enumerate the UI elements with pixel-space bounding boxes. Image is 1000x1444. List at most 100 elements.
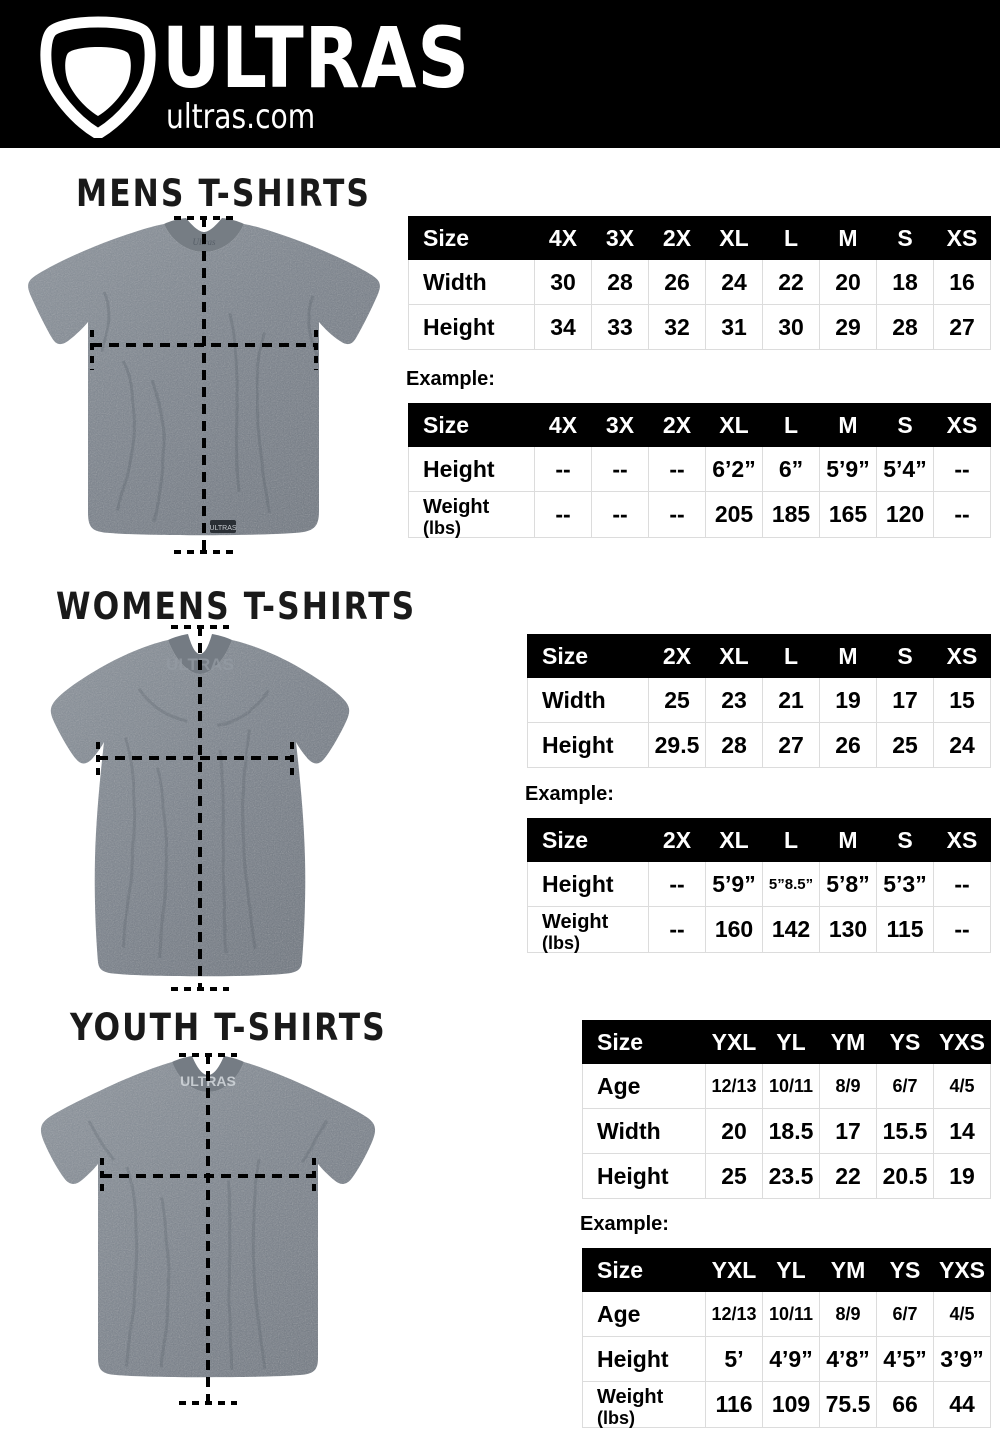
table-cell: 28 [876, 304, 934, 350]
column-header: Size [408, 216, 535, 260]
column-header: S [876, 403, 934, 447]
column-header: 2X [648, 403, 706, 447]
column-header: Size [527, 818, 649, 862]
column-header: M [819, 403, 877, 447]
table-cell: 8/9 [819, 1291, 877, 1337]
table-cell: 185 [762, 490, 820, 539]
table-header-row: Size 2X XL L M S XS [527, 634, 991, 678]
table-cell: 116 [705, 1380, 763, 1429]
table-cell: 4/5 [933, 1291, 991, 1337]
table-cell: -- [591, 446, 649, 492]
table-cell: -- [648, 490, 706, 539]
column-header: M [819, 634, 877, 678]
column-header: M [819, 216, 877, 260]
table-cell: -- [933, 861, 991, 907]
table-header-row: Size YXL YL YM YS YXS [582, 1020, 991, 1064]
table-cell: 17 [819, 1108, 877, 1154]
womens-size-table: Size 2X XL L M S XS Width 25 23 21 19 17… [527, 634, 991, 768]
row-label: Width [527, 677, 649, 723]
table-cell: 30 [762, 304, 820, 350]
column-header: Size [527, 634, 649, 678]
row-label: Age [582, 1063, 706, 1109]
table-cell: 115 [876, 905, 934, 954]
table-cell: -- [648, 446, 706, 492]
table-cell: 160 [705, 905, 763, 954]
table-cell: 28 [705, 722, 763, 768]
row-label: Weight (lbs) [408, 490, 535, 539]
table-row: Height 29.5 28 27 26 25 24 [527, 722, 991, 768]
table-cell: -- [534, 446, 592, 492]
table-cell: 66 [876, 1380, 934, 1429]
example-label-youth: Example: [580, 1213, 669, 1235]
table-cell: 28 [591, 259, 649, 305]
table-cell: 22 [819, 1153, 877, 1199]
column-header: 2X [648, 634, 706, 678]
column-header: XS [933, 634, 991, 678]
table-cell: 20 [819, 259, 877, 305]
table-cell: 142 [762, 905, 820, 954]
table-cell: 10/11 [762, 1291, 820, 1337]
table-row: Age 12/13 10/11 8/9 6/7 4/5 [582, 1063, 991, 1109]
table-cell: 34 [534, 304, 592, 350]
column-header: S [876, 634, 934, 678]
table-cell: 4’5” [876, 1336, 934, 1382]
column-header: YXL [705, 1020, 763, 1064]
brand-name: ULTRAS [162, 9, 471, 107]
row-label: Height [408, 304, 535, 350]
womens-example-table: Size 2X XL L M S XS Height -- 5’9” 5”8.5… [527, 818, 991, 954]
section-title-womens: WOMENS T-SHIRTS [56, 585, 417, 628]
table-cell: 14 [933, 1108, 991, 1154]
mens-size-table: Size 4X 3X 2X XL L M S XS Width 30 28 26… [408, 216, 991, 350]
table-cell: 5’ [705, 1336, 763, 1382]
table-cell: 5’8” [819, 861, 877, 907]
column-header: XS [933, 403, 991, 447]
table-cell: 12/13 [705, 1291, 763, 1337]
table-cell: -- [648, 861, 706, 907]
table-row: Height -- -- -- 6’2” 6” 5’9” 5’4” -- [408, 446, 991, 492]
table-cell: 5’3” [876, 861, 934, 907]
table-cell: 15.5 [876, 1108, 934, 1154]
table-cell: 12/13 [705, 1063, 763, 1109]
table-cell: 8/9 [819, 1063, 877, 1109]
table-row: Width 25 23 21 19 17 15 [527, 677, 991, 723]
table-cell: 27 [933, 304, 991, 350]
table-cell: 23 [705, 677, 763, 723]
column-header: YM [819, 1248, 877, 1292]
table-cell: 23.5 [762, 1153, 820, 1199]
table-row: Height -- 5’9” 5”8.5” 5’8” 5’3” -- [527, 861, 991, 907]
brand-website: ultras.com [166, 97, 316, 137]
table-cell: 17 [876, 677, 934, 723]
table-header-row: Size 4X 3X 2X XL L M S XS [408, 403, 991, 447]
table-cell: 5’9” [705, 861, 763, 907]
table-cell: 120 [876, 490, 934, 539]
column-header: Size [582, 1248, 706, 1292]
table-cell: 22 [762, 259, 820, 305]
row-label-line1: Weight [423, 496, 490, 518]
table-row: Weight (lbs) 116 109 75.5 66 44 [582, 1380, 991, 1429]
table-cell: 21 [762, 677, 820, 723]
table-cell: -- [591, 490, 649, 539]
table-cell: 27 [762, 722, 820, 768]
table-cell: 6/7 [876, 1291, 934, 1337]
column-header: 4X [534, 216, 592, 260]
column-header: YL [762, 1020, 820, 1064]
table-cell: -- [933, 905, 991, 954]
column-header: XS [933, 216, 991, 260]
column-header: 2X [648, 818, 706, 862]
table-cell: 5’9” [819, 446, 877, 492]
youth-example-table: Size YXL YL YM YS YXS Age 12/13 10/11 8/… [582, 1248, 991, 1429]
column-header: S [876, 216, 934, 260]
row-label-line2: (lbs) [597, 1408, 635, 1428]
table-cell: 29.5 [648, 722, 706, 768]
table-cell: 16 [933, 259, 991, 305]
womens-tshirt-image: ULTRAS [38, 618, 362, 1000]
example-label-mens: Example: [406, 368, 495, 390]
row-label: Weight (lbs) [582, 1380, 706, 1429]
column-header: 3X [591, 403, 649, 447]
table-cell: 30 [534, 259, 592, 305]
table-cell: 26 [819, 722, 877, 768]
table-cell: 18 [876, 259, 934, 305]
table-row: Height 25 23.5 22 20.5 19 [582, 1153, 991, 1199]
example-label-womens: Example: [525, 783, 614, 805]
column-header: XL [705, 403, 763, 447]
